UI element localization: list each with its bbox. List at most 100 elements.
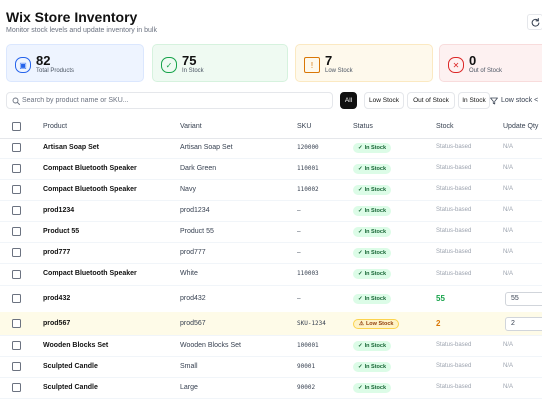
variant-name: prod567: [180, 319, 206, 327]
product-name: Compact Bluetooth Speaker: [43, 185, 137, 193]
page-title: Wix Store Inventory: [6, 9, 138, 25]
filter-low-stock-button[interactable]: Low Stock: [364, 92, 404, 109]
table-row[interactable]: Compact Bluetooth Speaker Dark Green 11000…: [0, 158, 542, 180]
sku-value: 100001: [297, 341, 319, 349]
row-checkbox[interactable]: [12, 294, 21, 303]
status-text: In Stock: [364, 186, 387, 193]
col-product: Product: [43, 123, 68, 130]
sort-select[interactable]: Low stock <: [490, 92, 538, 109]
update-qty-na: N/A: [503, 228, 514, 234]
table-header: Product Variant SKU Status Stock Update …: [0, 116, 542, 139]
col-update-qty: Update Qty: [503, 123, 539, 130]
status-badge: ✓ In Stock: [353, 361, 392, 372]
col-status: Status: [353, 123, 373, 130]
check-circle-icon: ✓: [358, 165, 363, 172]
status-badge: ✓ In Stock: [353, 142, 392, 153]
status-badge: ✓ In Stock: [353, 293, 392, 304]
table-row[interactable]: Wooden Blocks Set Wooden Blocks Set 100001…: [0, 335, 542, 357]
update-qty-input[interactable]: 2: [505, 316, 542, 331]
sku-value: SKU-1234: [297, 319, 326, 327]
col-sku: SKU: [297, 123, 312, 130]
status-text: In Stock: [364, 165, 387, 172]
update-qty-na: N/A: [503, 249, 514, 255]
status-text: In Stock: [364, 144, 387, 151]
sku-value: –: [297, 227, 301, 235]
row-checkbox[interactable]: [12, 185, 21, 194]
product-name: Sculpted Candle: [43, 362, 98, 370]
table-row[interactable]: Artisan Soap Set Artisan Soap Set 120000 ✓ I…: [0, 137, 542, 159]
update-qty-na: N/A: [503, 363, 514, 369]
filter-in-stock-button[interactable]: In Stock: [458, 92, 490, 109]
update-qty-na: N/A: [503, 144, 514, 150]
search-input[interactable]: [22, 95, 322, 106]
search-box[interactable]: [6, 92, 333, 109]
row-checkbox[interactable]: [12, 164, 21, 173]
filter-all-button[interactable]: All: [340, 92, 357, 109]
row-checkbox[interactable]: [12, 341, 21, 350]
product-name: Compact Bluetooth Speaker: [43, 164, 137, 172]
refresh-button[interactable]: [527, 14, 542, 30]
stat-card: ▣ 82 Total Products: [6, 44, 144, 82]
product-name: prod567: [43, 319, 71, 327]
table-row[interactable]: Product 55 Product 55 – ✓ In Stock Status-bas…: [0, 221, 542, 243]
variant-name: White: [180, 270, 198, 277]
row-checkbox[interactable]: [12, 248, 21, 257]
row-checkbox[interactable]: [12, 269, 21, 279]
check-circle-icon: ✓: [358, 144, 363, 151]
check-circle-icon: ✓: [358, 295, 363, 302]
table-row[interactable]: prod777 prod777 – ✓ In Stock Status-based N/A: [0, 242, 542, 264]
variant-name: prod432: [180, 294, 206, 302]
variant-name: prod777: [180, 248, 206, 256]
update-qty-input[interactable]: 55: [505, 291, 542, 306]
status-badge: ✓ In Stock: [353, 269, 392, 279]
row-checkbox[interactable]: [12, 319, 21, 328]
warning-icon: !: [304, 57, 320, 73]
select-all-checkbox[interactable]: [12, 122, 21, 131]
x-circle-icon: ✕: [448, 57, 464, 73]
update-qty-na: N/A: [503, 165, 514, 171]
sku-value: –: [297, 294, 301, 302]
table-row[interactable]: prod432 prod432 – ✓ In Stock 55 55: [0, 285, 542, 313]
row-checkbox[interactable]: [12, 362, 21, 371]
toolbar: All Low Stock Out of Stock In Stock Low …: [6, 92, 542, 109]
update-qty-na: N/A: [503, 384, 514, 390]
table-row[interactable]: Sculpted Candle Small 90001 ✓ In Stock Status…: [0, 356, 542, 378]
check-circle-icon: ✓: [358, 363, 363, 370]
check-circle-icon: ✓: [358, 207, 363, 214]
status-text: In Stock: [364, 295, 387, 302]
col-variant: Variant: [180, 123, 202, 130]
variant-name: Wooden Blocks Set: [180, 341, 241, 349]
stock-value: Status-based: [436, 186, 472, 192]
stock-value: 2: [436, 318, 441, 328]
page-subtitle: Monitor stock levels and update inventor…: [6, 27, 157, 34]
stock-value: Status-based: [436, 144, 472, 150]
stat-card: ✕ 0 Out of Stock: [439, 44, 542, 82]
variant-name: Dark Green: [180, 164, 217, 172]
stock-value: 55: [436, 293, 445, 303]
stat-card: ! 7 Low Stock: [295, 44, 433, 82]
update-qty-na: N/A: [503, 207, 514, 213]
table-row[interactable]: Sculpted Candle Large 90002 ✓ In Stock Status…: [0, 377, 542, 399]
search-icon: [12, 97, 20, 105]
update-qty-na: N/A: [503, 342, 514, 348]
filter-out-of-stock-button[interactable]: Out of Stock: [407, 92, 455, 109]
row-checkbox[interactable]: [12, 143, 21, 152]
stat-label: In Stock: [182, 68, 204, 74]
table-row[interactable]: prod1234 prod1234 – ✓ In Stock Status-based N/…: [0, 200, 542, 222]
variant-name: Artisan Soap Set: [180, 143, 233, 151]
status-badge: ✓ In Stock: [353, 382, 392, 393]
sku-value: 110002: [297, 185, 319, 193]
status-text: In Stock: [364, 207, 387, 214]
row-checkbox[interactable]: [12, 383, 21, 392]
product-name: prod432: [43, 294, 71, 302]
row-checkbox[interactable]: [12, 206, 21, 215]
variant-name: Product 55: [180, 227, 214, 235]
box-icon: ▣: [15, 57, 31, 73]
warning-icon: ⚠: [359, 320, 364, 327]
table-row[interactable]: Compact Bluetooth Speaker Navy 110002 ✓ In S…: [0, 179, 542, 201]
variant-name: Navy: [180, 185, 196, 193]
row-checkbox[interactable]: [12, 227, 21, 236]
table-row[interactable]: prod567 prod567 SKU-1234 ⚠ Low Stock 2 2: [0, 312, 542, 336]
table-row[interactable]: Compact Bluetooth Speaker White 110003 ✓ In …: [0, 263, 542, 286]
variant-name: Small: [180, 362, 198, 370]
